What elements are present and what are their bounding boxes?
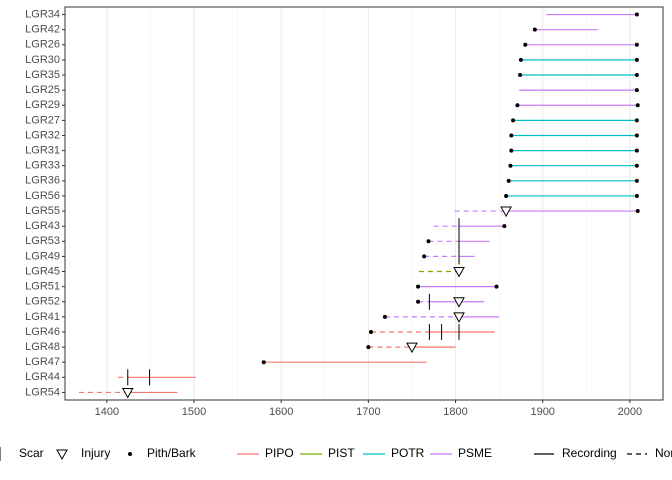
y-tick-label: LGR35 <box>25 69 60 81</box>
y-tick-label: LGR54 <box>25 386 60 398</box>
y-tick-label: LGR46 <box>25 326 60 338</box>
y-tick-label: LGR29 <box>25 99 60 111</box>
y-tick-label: LGR26 <box>25 39 60 51</box>
bark <box>634 73 639 78</box>
y-tick-label: LGR33 <box>25 160 60 172</box>
bark <box>634 148 639 153</box>
bark <box>634 42 639 47</box>
bark <box>634 118 639 123</box>
pith <box>261 360 266 365</box>
y-tick-label: LGR36 <box>25 175 60 187</box>
y-tick-label: LGR45 <box>25 265 60 277</box>
bark <box>634 133 639 138</box>
plot: 1400 1500 1600 1700 1800 1900 2000 LGR34 LGR42 LG… <box>25 6 664 418</box>
bark <box>634 193 639 198</box>
x-tick-label: 1900 <box>530 406 554 418</box>
y-tick-label: LGR27 <box>25 114 60 126</box>
legend-label: Scar <box>19 446 44 460</box>
pith <box>422 254 427 259</box>
pith <box>506 178 511 183</box>
y-tick-label: LGR49 <box>25 250 60 262</box>
x-tick-label: 1400 <box>95 406 119 418</box>
pith <box>509 148 514 153</box>
pith <box>511 118 516 123</box>
legend-label: PIPO <box>265 446 294 460</box>
y-tick-label: LGR30 <box>25 54 60 66</box>
x-tick-label: 1700 <box>356 406 380 418</box>
y-tick-label: LGR32 <box>25 129 60 141</box>
y-tick-label: LGR42 <box>25 24 60 36</box>
legend-label: Pith/Bark <box>147 446 197 460</box>
y-tick-label: LGR55 <box>25 205 60 217</box>
injury <box>453 267 465 278</box>
legend: Scar Injury Pith/Bark PIPO PIST POTR PSME Recor… <box>0 446 672 461</box>
bark <box>635 209 640 214</box>
pith <box>416 299 421 304</box>
x-tick-label: 1600 <box>269 406 293 418</box>
bark <box>634 57 639 62</box>
pith <box>368 329 373 334</box>
injury <box>121 387 134 399</box>
x-tick-label: 1500 <box>182 406 206 418</box>
y-tick-label: LGR48 <box>25 341 60 353</box>
pith <box>509 133 514 138</box>
legend-label: PIST <box>328 446 355 460</box>
bark <box>502 224 507 229</box>
panel <box>65 7 663 400</box>
legend-label: Non-recording <box>655 446 672 460</box>
legend-label: Injury <box>81 446 110 460</box>
injury <box>406 342 418 354</box>
y-tick-label: LGR56 <box>25 190 60 202</box>
y-tick-label: LGR44 <box>25 371 60 383</box>
bark <box>634 12 639 17</box>
y-tick-label: LGR47 <box>25 356 60 368</box>
y-tick-label: LGR41 <box>25 311 60 323</box>
pith <box>508 163 513 168</box>
y-tick-label: LGR43 <box>25 220 60 232</box>
legend-pith <box>128 452 132 456</box>
injury <box>453 312 465 323</box>
bark <box>494 284 499 289</box>
pith <box>504 193 509 198</box>
legend-label: PSME <box>458 446 492 460</box>
bark <box>634 178 639 183</box>
bark <box>635 103 640 108</box>
legend-label: POTR <box>391 446 425 460</box>
bark <box>634 163 639 168</box>
bark <box>634 88 639 93</box>
injury <box>500 206 512 218</box>
x-tick-label: 2000 <box>618 406 642 418</box>
pith <box>523 42 528 47</box>
pith <box>532 27 537 32</box>
y-tick-label: LGR31 <box>25 145 60 157</box>
y-tick-label: LGR53 <box>25 235 60 247</box>
pith <box>515 103 520 108</box>
pith <box>382 314 387 319</box>
pith <box>518 57 523 62</box>
legend-label: Recording <box>562 446 617 460</box>
y-tick-label: LGR52 <box>25 296 60 308</box>
injury <box>453 297 465 308</box>
legend-injury <box>56 449 68 461</box>
pith <box>366 345 371 350</box>
pith <box>426 239 431 244</box>
y-tick-label: LGR34 <box>25 8 60 20</box>
pith <box>518 73 523 78</box>
panel-border <box>64 6 664 401</box>
y-tick-label: LGR51 <box>25 281 60 293</box>
y-tick-label: LGR25 <box>25 84 60 96</box>
pith <box>416 284 421 289</box>
x-tick-label: 1800 <box>443 406 467 418</box>
